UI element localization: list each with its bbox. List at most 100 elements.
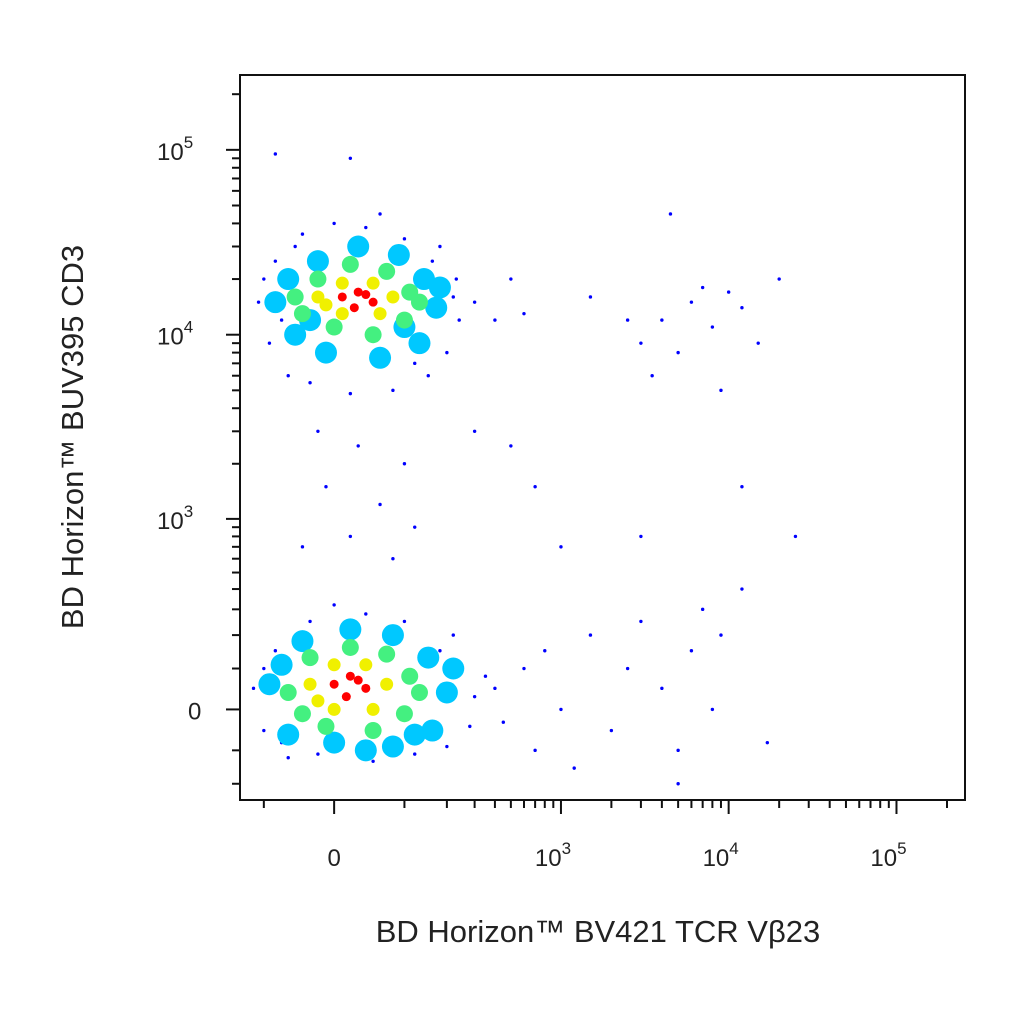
- data-point: [391, 557, 395, 561]
- data-point: [277, 268, 300, 291]
- data-point: [273, 259, 278, 263]
- data-point: [472, 300, 477, 304]
- data-point: [371, 759, 375, 763]
- x-tick-base: 10: [535, 845, 562, 872]
- data-point: [660, 686, 664, 691]
- data-point: [402, 237, 407, 241]
- data-point: [262, 277, 266, 281]
- data-point: [402, 462, 407, 466]
- data-point: [639, 534, 643, 539]
- data-point: [317, 717, 335, 735]
- data-point: [435, 681, 458, 704]
- data-point: [410, 683, 428, 701]
- data-point: [267, 341, 272, 345]
- data-point: [349, 303, 359, 313]
- data-point: [421, 719, 444, 742]
- data-point: [325, 318, 343, 336]
- data-point: [293, 305, 311, 323]
- data-point: [700, 285, 705, 290]
- y-tick-base: 10: [157, 508, 184, 535]
- data-point: [451, 295, 455, 299]
- data-point: [361, 290, 371, 300]
- x-tick-exponent: 4: [729, 839, 738, 858]
- data-point: [361, 683, 371, 693]
- x-tick-label: 104: [703, 839, 739, 872]
- data-point: [286, 288, 304, 306]
- data-point: [381, 735, 404, 758]
- y-tick-exponent: 5: [184, 133, 193, 152]
- data-point: [381, 624, 404, 647]
- data-point: [327, 702, 341, 716]
- plot-frame: [239, 74, 966, 801]
- data-point: [522, 666, 526, 671]
- y-tick-base: 10: [157, 324, 184, 351]
- data-point: [335, 307, 349, 321]
- data-point: [319, 298, 333, 312]
- data-point: [264, 291, 287, 314]
- data-point: [668, 212, 673, 216]
- data-point: [765, 740, 770, 745]
- data-point: [676, 782, 680, 786]
- data-point: [293, 244, 297, 249]
- data-point: [364, 612, 368, 616]
- data-point: [366, 702, 380, 716]
- data-point: [533, 485, 537, 489]
- data-point: [270, 653, 293, 676]
- data-point: [676, 748, 680, 753]
- data-point: [364, 225, 368, 230]
- x-tick-label: 0: [327, 845, 340, 872]
- data-point: [353, 287, 363, 297]
- data-point: [335, 276, 349, 290]
- data-point: [380, 677, 394, 691]
- data-point: [756, 341, 760, 345]
- data-point: [472, 694, 477, 699]
- data-point: [273, 152, 278, 156]
- x-tick-base: 10: [703, 845, 730, 872]
- y-tick-label: 104: [157, 318, 193, 351]
- data-point: [689, 649, 694, 653]
- data-point: [303, 677, 317, 691]
- data-point: [373, 307, 387, 321]
- data-point: [639, 341, 643, 345]
- data-point: [251, 686, 256, 691]
- data-point: [451, 633, 455, 637]
- y-tick-label: 103: [157, 502, 193, 535]
- x-tick-label: 103: [535, 839, 571, 872]
- y-tick-exponent: 4: [184, 318, 193, 337]
- data-point: [339, 618, 362, 641]
- data-point: [286, 756, 290, 760]
- data-point: [341, 255, 359, 273]
- data-point: [413, 525, 417, 529]
- data-point: [559, 545, 563, 549]
- data-point: [293, 705, 311, 723]
- data-point: [284, 323, 307, 346]
- data-point: [387, 243, 410, 266]
- data-point: [301, 649, 319, 667]
- data-point: [332, 603, 336, 607]
- data-point: [689, 300, 694, 304]
- data-point: [391, 388, 395, 393]
- data-point: [324, 485, 328, 489]
- data-point: [533, 748, 537, 753]
- x-tick-label: 105: [870, 839, 906, 872]
- y-tick-exponent: 3: [184, 502, 193, 521]
- data-point: [639, 619, 643, 624]
- data-point: [309, 270, 327, 288]
- data-point: [625, 318, 630, 322]
- data-point: [509, 444, 513, 448]
- data-point: [430, 259, 435, 263]
- data-point: [468, 724, 472, 729]
- x-tick-exponent: 5: [897, 839, 906, 858]
- y-axis-title: BD Horizon™ BUV395 CD3: [55, 245, 90, 629]
- data-point: [509, 277, 513, 281]
- data-point: [291, 630, 314, 653]
- data-point: [417, 646, 440, 669]
- data-point: [472, 429, 477, 434]
- data-point: [353, 675, 363, 685]
- data-point: [442, 657, 465, 680]
- data-point: [279, 683, 297, 701]
- data-point: [256, 300, 261, 304]
- data-point: [522, 311, 526, 316]
- data-point: [625, 666, 630, 671]
